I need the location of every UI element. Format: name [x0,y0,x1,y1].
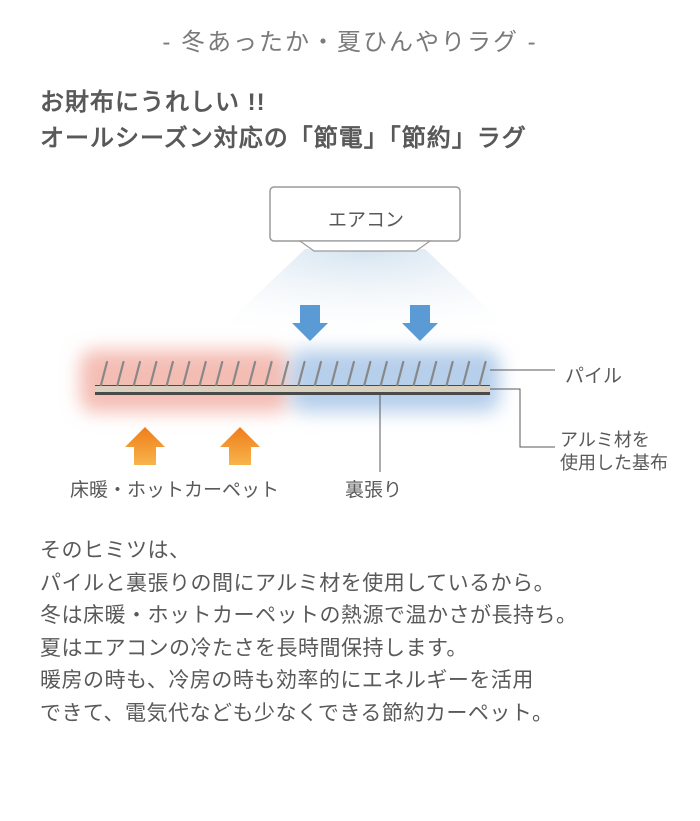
heater-label: 床暖・ホットカーペット [70,475,279,502]
description-line: 冬は床暖・ホットカーペットの熱源で温かさが長持ち。 [40,600,660,633]
page-title: - 冬あったか・夏ひんやりラグ - [0,22,700,57]
aluminum-label-line-2: 使用した基布 [560,453,668,473]
description-line: パイルと裏張りの間にアルミ材を使用しているから。 [40,568,660,601]
description-line: 夏はエアコンの冷たさを長時間保持します。 [40,633,660,666]
description-line: そのヒミツは、 [40,535,660,568]
description-line: できて、電気代なども少なくできる節約カーペット。 [40,698,660,731]
subtitle: お財布にうれしい !! オールシーズン対応の「節電」「節約」ラグ [40,85,660,157]
aluminum-label-line-1: アルミ材を [560,430,650,450]
backing-label: 裏張り [345,475,402,502]
pile-label: パイル [565,361,622,388]
description-text: そのヒミツは、パイルと裏張りの間にアルミ材を使用しているから。冬は床暖・ホットカ… [40,535,660,730]
rug-diagram: エアコン パイル アルミ材を 使用した基布 裏張り 床暖・ホットカーペット [0,167,700,527]
aircon-label: エアコン [328,205,404,232]
aluminum-label: アルミ材を 使用した基布 [560,429,668,476]
subtitle-line-1: お財布にうれしい !! [40,85,660,121]
description-line: 暖房の時も、冷房の時も効率的にエネルギーを活用 [40,665,660,698]
subtitle-line-2: オールシーズン対応の「節電」「節約」ラグ [40,121,660,157]
